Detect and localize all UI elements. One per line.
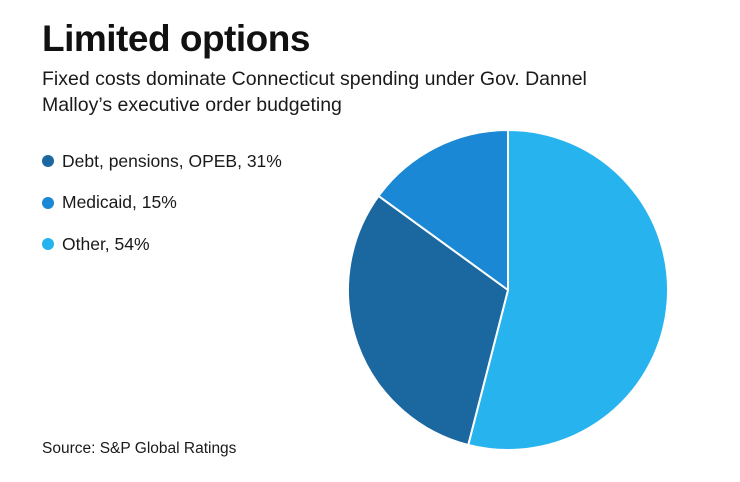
- legend-label-other: Other, 54%: [62, 233, 150, 254]
- pie-slice-debt-pensions-opeb: [347, 194, 509, 446]
- legend-swatch-other: [42, 238, 54, 250]
- legend-swatch-debt-pensions-opeb: [42, 155, 54, 167]
- pie-slice-medicaid: [377, 129, 509, 291]
- chart-title: Limited options: [42, 18, 310, 59]
- legend-item-medicaid: Medicaid, 15%: [42, 190, 282, 216]
- legend-item-other: Other, 54%: [42, 231, 282, 257]
- chart-subtitle: Fixed costs dominate Connecticut spendin…: [42, 68, 587, 116]
- source-note: Source: S&P Global Ratings: [42, 440, 237, 457]
- legend: Debt, pensions, OPEB, 31% Medicaid, 15% …: [42, 148, 282, 273]
- pie-slice-other: [467, 129, 670, 451]
- legend-swatch-medicaid: [42, 196, 54, 209]
- legend-item-debt-pensions-opeb: Debt, pensions, OPEB, 31%: [42, 148, 282, 174]
- legend-label-debt-pensions-opeb: Debt, pensions, OPEB, 31%: [62, 150, 282, 171]
- legend-label-medicaid: Medicaid, 15%: [62, 192, 177, 212]
